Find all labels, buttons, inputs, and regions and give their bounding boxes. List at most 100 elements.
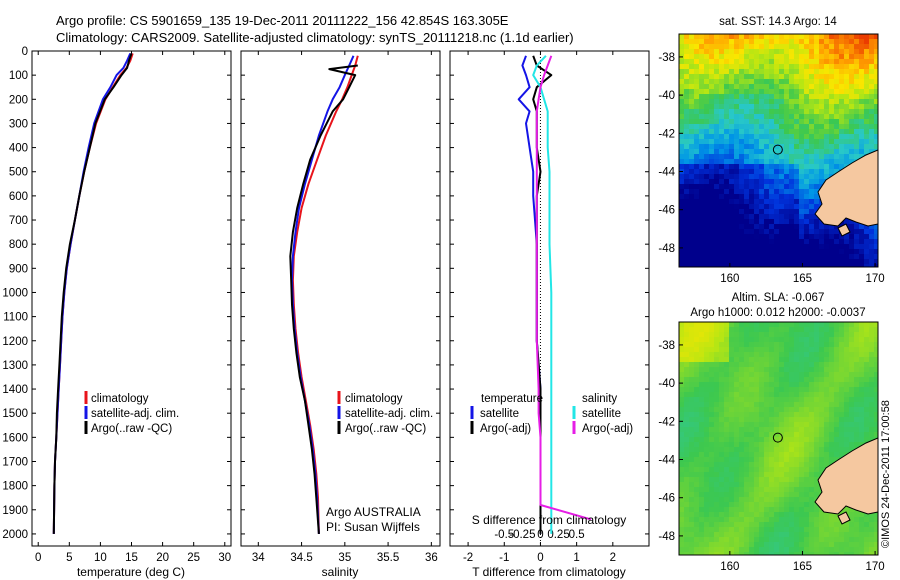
map-cell [829, 99, 835, 105]
map-cell [754, 189, 760, 195]
map-cell [784, 377, 790, 383]
map-cell [779, 184, 785, 190]
map-cell [684, 249, 690, 255]
map-cell [789, 104, 795, 110]
map-cell [774, 159, 780, 165]
map-cell [684, 482, 690, 488]
map-cell [679, 447, 685, 453]
map-cell [759, 44, 765, 50]
map-cell [759, 407, 765, 413]
map-cell [869, 542, 875, 548]
map-cell [699, 179, 705, 185]
map-cell [799, 264, 805, 267]
map-cell [684, 467, 690, 473]
map-cell [734, 249, 740, 255]
map-cell [829, 402, 835, 408]
map-cell [684, 219, 690, 225]
map-cell [764, 124, 770, 130]
map-cell [684, 229, 690, 235]
map-cell [784, 382, 790, 388]
map-cell [824, 229, 830, 235]
map-cell [859, 109, 865, 115]
map-cell [739, 472, 745, 478]
map-cell [684, 119, 690, 125]
map-cell [714, 512, 720, 518]
map-cell [794, 537, 800, 543]
map-cell [854, 124, 860, 130]
map-cell [759, 352, 765, 358]
map-cell [699, 104, 705, 110]
map-cell [734, 397, 740, 403]
y-tick-label: 1100 [3, 312, 28, 324]
map-cell [764, 462, 770, 468]
map-cell [799, 94, 805, 100]
map-cell [789, 457, 795, 463]
map-cell [859, 542, 865, 548]
map-cell [874, 119, 878, 125]
map-cell [724, 442, 730, 448]
map-cell [699, 89, 705, 95]
map-cell [849, 234, 855, 240]
map-cell [839, 427, 845, 433]
map-cell [804, 417, 810, 423]
map-cell [749, 189, 755, 195]
map-cell [754, 507, 760, 513]
map-cell [749, 487, 755, 493]
map-cell [869, 259, 875, 265]
map-cell [794, 482, 800, 488]
map-cell [839, 234, 845, 240]
map-cell [704, 322, 710, 328]
map-cell [824, 254, 830, 260]
map-cell [769, 179, 775, 185]
map-cell [829, 382, 835, 388]
map-cell [764, 422, 770, 428]
map-cell [734, 209, 740, 215]
map-cell [799, 387, 805, 393]
map-cell [864, 104, 870, 110]
map-cell [819, 352, 825, 358]
map-cell [734, 357, 740, 363]
map-cell [819, 34, 825, 40]
map-cell [804, 332, 810, 338]
map-cell [719, 347, 725, 353]
map-cell [709, 99, 715, 105]
map-cell [719, 94, 725, 100]
map-y-tick-label: -48 [658, 243, 675, 255]
map-cell [689, 44, 695, 50]
map-cell [854, 239, 860, 245]
map-cell [734, 427, 740, 433]
map-cell [754, 59, 760, 65]
map-cell [699, 134, 705, 140]
map-cell [779, 79, 785, 85]
map-cell [684, 427, 690, 433]
map-cell [834, 159, 840, 165]
map-cell [854, 44, 860, 50]
map-cell [684, 259, 690, 265]
map-cell [699, 437, 705, 443]
map-cell [769, 427, 775, 433]
map-cell [869, 332, 875, 338]
map-cell [744, 34, 750, 40]
map-cell [874, 392, 878, 398]
map-cell [729, 184, 735, 190]
map-cell [704, 169, 710, 175]
map-cell [709, 482, 715, 488]
map-cell [694, 89, 700, 95]
map-cell [709, 214, 715, 220]
map-cell [774, 367, 780, 373]
map-cell [694, 477, 700, 483]
map-cell [799, 437, 805, 443]
map-cell [829, 254, 835, 260]
map-cell [729, 427, 735, 433]
map-cell [864, 532, 870, 538]
map-cell [754, 367, 760, 373]
map-cell [694, 497, 700, 503]
map-cell [849, 552, 855, 555]
map-cell [734, 452, 740, 458]
map-cell [859, 442, 865, 448]
map-cell [804, 134, 810, 140]
map-cell [764, 209, 770, 215]
map-cell [729, 512, 735, 518]
map-cell [739, 522, 745, 528]
map-cell [719, 542, 725, 548]
